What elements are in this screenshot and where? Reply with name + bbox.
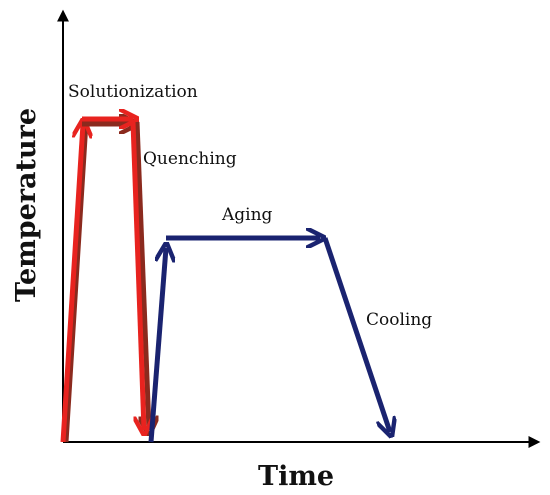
cooling-label: Cooling xyxy=(366,310,432,330)
reheating-arrow xyxy=(148,248,166,443)
quenching-label: Quenching xyxy=(143,149,237,169)
solutionization-label: Solutionization xyxy=(68,82,198,102)
aging-label: Aging xyxy=(221,205,273,225)
heating-arrow-shadow xyxy=(63,121,89,443)
heating-arrow xyxy=(60,124,83,443)
quenching-arrow xyxy=(130,121,144,430)
x-axis-label: Time xyxy=(258,461,334,492)
y-axis-label: Temperature xyxy=(11,108,42,302)
cooling-arrow xyxy=(322,237,390,432)
quenching-arrow-shadow xyxy=(134,121,149,430)
